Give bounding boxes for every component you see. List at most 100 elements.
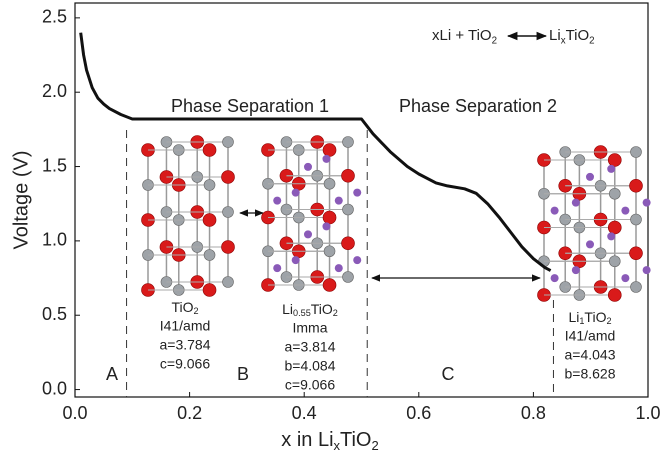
- lithium-atom: [334, 264, 343, 273]
- titanium-atom: [222, 206, 234, 218]
- x-axis-label: x in LixTiO2: [281, 429, 378, 453]
- structure-info: a=3.814: [285, 339, 336, 355]
- lithium-atom: [642, 266, 651, 275]
- oxygen-atom: [607, 288, 622, 302]
- lithium-atom: [571, 266, 580, 275]
- titanium-atom: [342, 203, 354, 216]
- structure-name-part: 2: [333, 309, 338, 319]
- titanium-atom: [342, 271, 354, 283]
- lithium-atom: [550, 206, 559, 215]
- oxygen-atom: [341, 236, 355, 251]
- structure-name-part: TiO: [171, 299, 193, 315]
- lithium-atom: [291, 188, 300, 197]
- titanium-atom: [222, 136, 234, 148]
- region-label: A: [106, 364, 118, 384]
- structure-name-part: Li: [282, 301, 293, 317]
- lithium-atom: [586, 172, 594, 181]
- y-tick-label: 1.5: [42, 155, 67, 175]
- structure-name: TiO2: [171, 299, 198, 317]
- crystal-structure: [141, 135, 235, 297]
- titanium-atom: [630, 213, 642, 226]
- reaction-text-part: Li: [549, 27, 561, 44]
- x-tick-label: 0.2: [177, 403, 202, 423]
- y-tick-label: 2.5: [42, 7, 67, 27]
- oxygen-atom: [202, 143, 217, 157]
- reaction-text-part: 2: [492, 35, 497, 46]
- structure-name-part: 2: [193, 307, 198, 317]
- structure-info: b=4.084: [285, 358, 336, 374]
- lithium-atom: [621, 274, 630, 283]
- structure-name-part: TiO: [311, 301, 333, 317]
- titanium-atom: [608, 255, 621, 268]
- lithium-atom: [586, 240, 594, 249]
- x-tick-label: 1.0: [635, 403, 660, 423]
- x-axis-label-part: x: [334, 438, 341, 453]
- reaction-text-part: 2: [589, 35, 594, 46]
- oxygen-atom: [629, 246, 643, 261]
- structure-info: I41/amd: [160, 318, 211, 334]
- x-axis-label-part: x in Li: [281, 429, 333, 451]
- lithium-atom: [607, 232, 616, 241]
- oxygen-atom: [221, 170, 235, 184]
- y-tick-label: 2.0: [42, 81, 67, 101]
- oxygen-atom: [341, 168, 355, 183]
- titanium-atom: [222, 276, 234, 288]
- reaction-text: LixTiO2: [549, 27, 595, 46]
- lithium-atom: [607, 164, 616, 173]
- structure-name-part: Li: [568, 309, 579, 325]
- voltage-curve: [79, 32, 552, 272]
- oxygen-atom: [221, 240, 235, 254]
- x-tick-label: 0.6: [406, 403, 431, 423]
- phase-label: Phase Separation 1: [171, 96, 329, 116]
- titanium-atom: [630, 146, 642, 158]
- structure-name-part: TiO: [584, 309, 606, 325]
- y-axis-label: Voltage (V): [10, 151, 32, 250]
- lithium-atom: [353, 188, 362, 197]
- structure-name-part: 0.55: [293, 309, 311, 319]
- structure-info: c=9.066: [285, 377, 335, 393]
- lithium-atom: [621, 206, 630, 215]
- x-axis-label-part: 2: [372, 438, 379, 453]
- titanium-atom: [608, 187, 621, 200]
- structure-info: c=9.066: [160, 356, 210, 372]
- y-tick-label: 1.0: [42, 230, 67, 250]
- x-tick-label: 0.8: [521, 403, 546, 423]
- y-tick-label: 0.5: [42, 304, 67, 324]
- structure-info: a=3.784: [160, 337, 211, 353]
- lithium-atom: [304, 230, 312, 239]
- structure-info: b=8.628: [565, 366, 616, 382]
- crystal-structure: [261, 135, 362, 292]
- reaction-text-part: TiO: [566, 27, 590, 44]
- oxygen-atom: [322, 278, 337, 292]
- titanium-atom: [342, 136, 354, 148]
- lithium-atom: [353, 256, 362, 265]
- x-axis-label-part: TiO: [340, 429, 371, 451]
- structure-name: Li1TiO2: [568, 309, 611, 327]
- structure-name: Li0.55TiO2: [282, 301, 338, 319]
- crystal-structure: [537, 145, 651, 302]
- region-label: B: [237, 364, 249, 384]
- oxygen-atom: [322, 210, 337, 225]
- lithium-atom: [571, 198, 580, 207]
- oxygen-atom: [202, 213, 217, 227]
- reaction-text-part: x: [561, 35, 566, 46]
- lithium-atom: [334, 196, 343, 205]
- structure-name-part: 2: [606, 317, 611, 327]
- oxygen-atom: [607, 220, 622, 235]
- titanium-atom: [203, 179, 216, 191]
- titanium-atom: [323, 177, 336, 190]
- structure-info: a=4.043: [565, 347, 616, 363]
- x-tick-label: 0.4: [292, 403, 317, 423]
- region-label: C: [442, 364, 455, 384]
- lithium-atom: [273, 264, 282, 273]
- lithium-atom: [642, 198, 651, 207]
- lithium-atom: [273, 196, 282, 205]
- oxygen-atom: [202, 283, 217, 297]
- structure-name-part: 1: [579, 317, 584, 327]
- titanium-atom: [323, 245, 336, 258]
- oxygen-atom: [607, 153, 622, 167]
- structure-info: I41/amd: [565, 328, 616, 344]
- x-tick-label: 0.0: [62, 403, 87, 423]
- lithium-atom: [304, 162, 312, 171]
